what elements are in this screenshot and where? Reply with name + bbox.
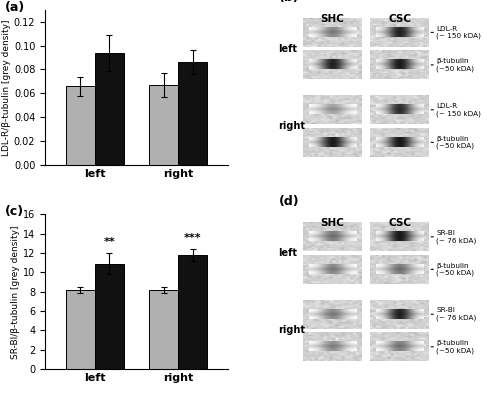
Text: β-tubulin
(~50 kDA): β-tubulin (~50 kDA) (436, 58, 474, 71)
Text: SHC: SHC (320, 218, 344, 228)
Bar (149, 290, 178, 369)
Y-axis label: LDL-R/β-tubulin [grey density]: LDL-R/β-tubulin [grey density] (2, 19, 11, 156)
Text: CSC: CSC (388, 14, 411, 24)
Text: **: ** (104, 237, 116, 247)
Text: left: left (278, 44, 297, 54)
Bar (66, 86, 95, 165)
Text: CSC: CSC (388, 218, 411, 228)
Text: LDL-R
(~ 150 kDA): LDL-R (~ 150 kDA) (436, 103, 482, 117)
Text: (d): (d) (278, 195, 299, 208)
Text: β-tubulin
(~50 kDA): β-tubulin (~50 kDA) (436, 340, 474, 353)
Text: right: right (278, 326, 305, 335)
Text: ***: *** (184, 233, 202, 243)
Text: SHC: SHC (320, 14, 344, 24)
Bar (95, 53, 124, 165)
Bar (66, 290, 95, 369)
Text: (a): (a) (4, 1, 25, 13)
Text: LDL-R
(~ 150 kDA): LDL-R (~ 150 kDA) (436, 26, 482, 39)
Text: β-tubulin
(~50 kDA): β-tubulin (~50 kDA) (436, 136, 474, 149)
Text: (b): (b) (278, 0, 299, 4)
Text: β-tubulin
(~50 kDA): β-tubulin (~50 kDA) (436, 262, 474, 276)
Text: right: right (278, 121, 305, 131)
Bar (178, 62, 207, 165)
Bar (149, 85, 178, 165)
Bar (178, 255, 207, 369)
Text: SR-BI
(~ 76 kDA): SR-BI (~ 76 kDA) (436, 308, 476, 321)
Text: (c): (c) (4, 205, 24, 218)
Text: left: left (278, 248, 297, 258)
Text: SR-BI
(~ 76 kDA): SR-BI (~ 76 kDA) (436, 230, 476, 243)
Bar (95, 264, 124, 369)
Y-axis label: SR-BI/β-tubulin [grey density]: SR-BI/β-tubulin [grey density] (11, 225, 20, 358)
